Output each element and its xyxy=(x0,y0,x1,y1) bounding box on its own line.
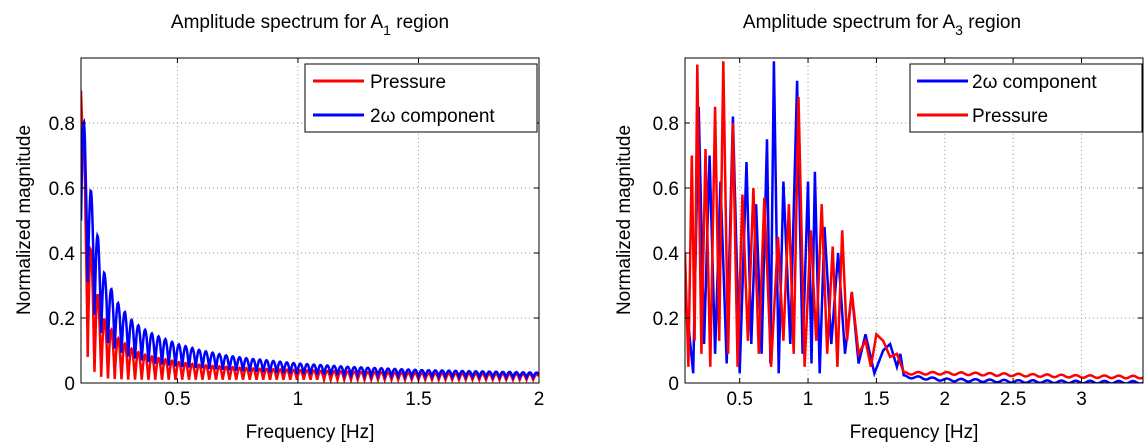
x-tick-label: 0.5 xyxy=(726,389,752,410)
series-line-2w-component xyxy=(81,117,539,381)
legend-box-a1 xyxy=(304,63,538,133)
y-tick-label: 0 xyxy=(64,374,75,395)
series-group-a1 xyxy=(81,90,539,383)
ticks-a3: 0.5 1 1.5 2 2.5 3 0 0.2 0.4 0.6 0.8 xyxy=(653,58,1143,410)
chart-panel-a1: Amplitude spectrum for A1 region 0.5 1 1.5… xyxy=(14,12,544,443)
series-line-pressure xyxy=(685,61,1143,380)
legend-label-2w-a3: 2ω component xyxy=(972,72,1097,93)
x-tick-label: 1 xyxy=(293,389,304,410)
x-tick-label: 1.5 xyxy=(863,389,889,410)
legend-label-2w-a1: 2ω component xyxy=(370,106,495,127)
y-axis-label-a1: Normalized magnitude xyxy=(14,125,35,315)
y-tick-label: 0 xyxy=(668,374,679,395)
legend-a1: Pressure 2ω component xyxy=(304,63,538,133)
y-tick-label: 0.6 xyxy=(49,179,75,200)
plot-frame-a3 xyxy=(684,57,1144,384)
x-tick-label: 1.5 xyxy=(405,389,431,410)
chart-panel-a3: Amplitude spectrum for A3 region 0.5 1 1.5… xyxy=(614,12,1144,443)
y-tick-label: 0.4 xyxy=(49,244,76,265)
chart-title-a1: Amplitude spectrum for A1 region xyxy=(171,12,449,38)
x-tick-label: 0.5 xyxy=(164,389,190,410)
legend-label-pressure-a3: Pressure xyxy=(972,106,1048,127)
y-tick-label: 0.4 xyxy=(653,244,680,265)
chart-title-a3: Amplitude spectrum for A3 region xyxy=(743,12,1021,38)
legend-box-a3 xyxy=(909,63,1143,133)
plot-frame-a1 xyxy=(80,57,540,384)
y-axis-label-a3: Normalized magnitude xyxy=(614,125,635,315)
x-tick-label: 2 xyxy=(939,389,950,410)
x-axis-label-a3: Frequency [Hz] xyxy=(850,422,979,443)
legend-label-pressure-a1: Pressure xyxy=(370,72,446,93)
y-tick-label: 0.2 xyxy=(49,309,75,330)
series-line-pressure xyxy=(81,90,539,383)
x-tick-label: 1 xyxy=(803,389,814,410)
y-tick-label: 0.6 xyxy=(653,179,679,200)
y-tick-label: 0.8 xyxy=(49,114,75,135)
y-tick-label: 0.8 xyxy=(653,114,679,135)
x-tick-label: 2.5 xyxy=(1000,389,1026,410)
y-tick-label: 0.2 xyxy=(653,309,679,330)
x-tick-label: 3 xyxy=(1076,389,1087,410)
x-axis-label-a1: Frequency [Hz] xyxy=(246,422,375,443)
x-tick-label: 2 xyxy=(534,389,545,410)
legend-a3: 2ω component Pressure xyxy=(909,63,1143,133)
ticks-a1: 0.5 1 1.5 2 0 0.2 0.4 0.6 0.8 xyxy=(49,58,545,410)
